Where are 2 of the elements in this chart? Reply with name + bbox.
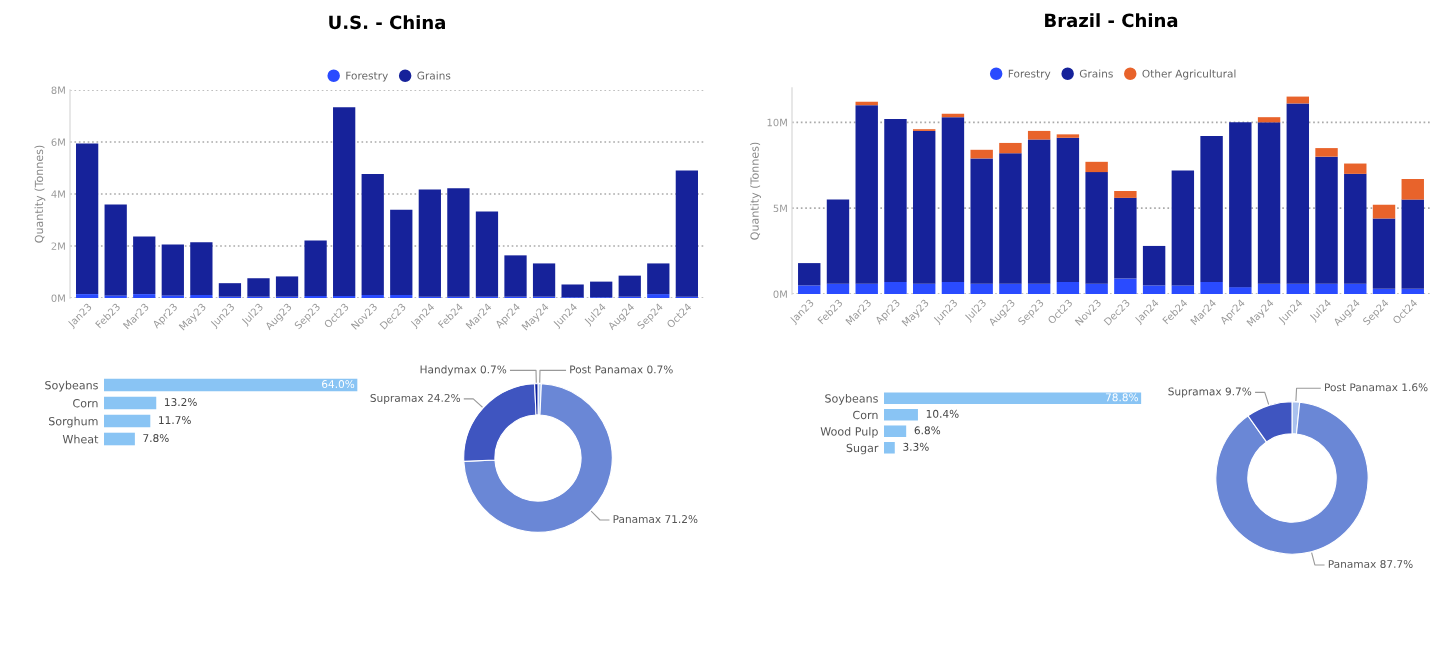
chart-title: Brazil - China bbox=[1045, 13, 1178, 28]
chart-title: U.S. - China bbox=[329, 15, 445, 30]
